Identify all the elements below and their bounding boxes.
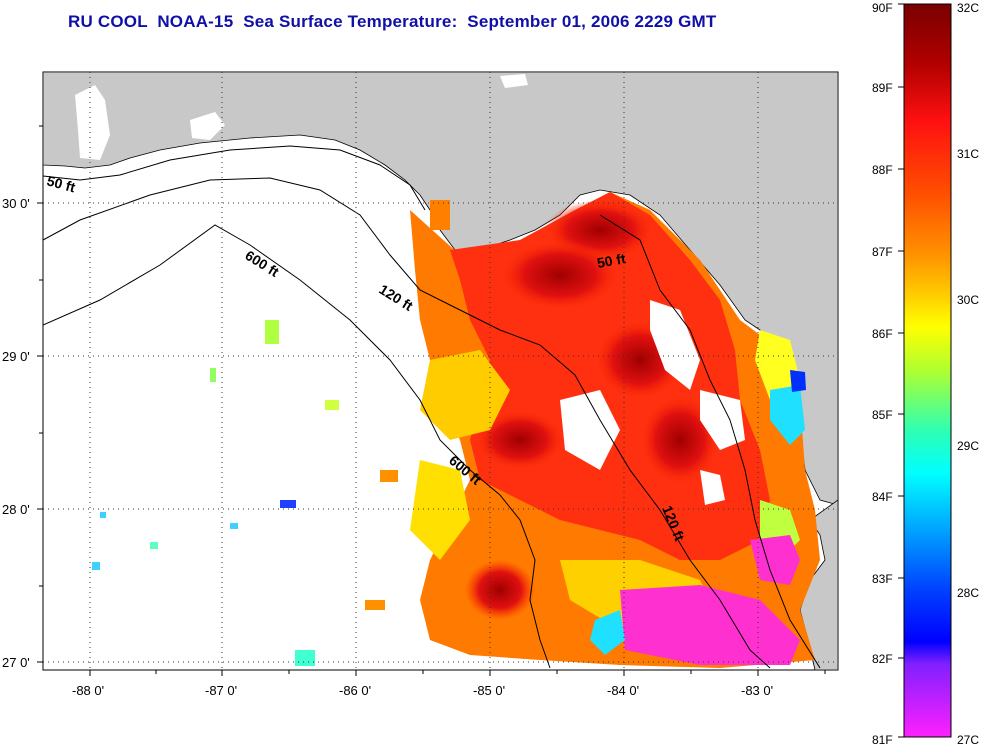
depth-contours — [43, 145, 821, 669]
lon-tick-label: -85 0' — [473, 683, 505, 698]
colorbar-label-c: 29C — [957, 439, 979, 453]
map-title: RU COOL NOAA-15 Sea Surface Temperature:… — [68, 12, 717, 31]
lon-tick-label: -88 0' — [72, 683, 104, 698]
lat-tick-label: 27 0' — [2, 655, 30, 670]
colorbar-label-f: 86F — [872, 327, 893, 341]
land-inlet — [190, 112, 225, 140]
axis-ticks — [37, 125, 826, 676]
lat-tick-label: 29 0' — [2, 349, 30, 364]
colorbar-label-f: 84F — [872, 490, 893, 504]
lon-labels: -88 0' -87 0' -86 0' -85 0' -84 0' -83 0… — [72, 683, 773, 698]
colorbar-label-c: 27C — [957, 733, 979, 747]
colorbar-label-c: 30C — [957, 293, 979, 307]
colorbar-label-c: 31C — [957, 147, 979, 161]
colorbar: 90F 89F 88F 87F 86F 85F 84F 83F 82F 81F … — [872, 1, 979, 747]
contour-50ft-west — [43, 145, 426, 211]
colorbar-label-f: 81F — [872, 733, 893, 747]
lat-labels: 30 0' 29 0' 28 0' 27 0' — [2, 196, 30, 670]
lat-tick-label: 28 0' — [2, 502, 30, 517]
contour-50ft-east — [599, 214, 821, 669]
colorbar-label-f: 89F — [872, 81, 893, 95]
colorbar-label-f: 90F — [872, 1, 893, 15]
depth-label: 50 ft — [596, 250, 627, 271]
sst-field — [92, 192, 820, 668]
colorbar-label-f: 85F — [872, 408, 893, 422]
depth-label: 50 ft — [45, 172, 77, 195]
colorbar-label-f: 88F — [872, 163, 893, 177]
land-inlet — [500, 74, 528, 88]
colorbar-label-c: 32C — [957, 1, 979, 15]
lon-tick-label: -84 0' — [607, 683, 639, 698]
contour-120ft — [43, 177, 771, 669]
lon-tick-label: -87 0' — [205, 683, 237, 698]
lon-tick-label: -86 0' — [339, 683, 371, 698]
lon-tick-label: -83 0' — [741, 683, 773, 698]
lat-tick-label: 30 0' — [2, 196, 30, 211]
land-inlet — [75, 85, 110, 160]
colorbar-label-f: 82F — [872, 652, 893, 666]
colorbar-label-f: 87F — [872, 245, 893, 259]
contour-600ft — [43, 224, 551, 669]
colorbar-label-f: 83F — [872, 572, 893, 586]
colorbar-label-c: 28C — [957, 586, 979, 600]
colorbar-gradient — [903, 3, 952, 738]
